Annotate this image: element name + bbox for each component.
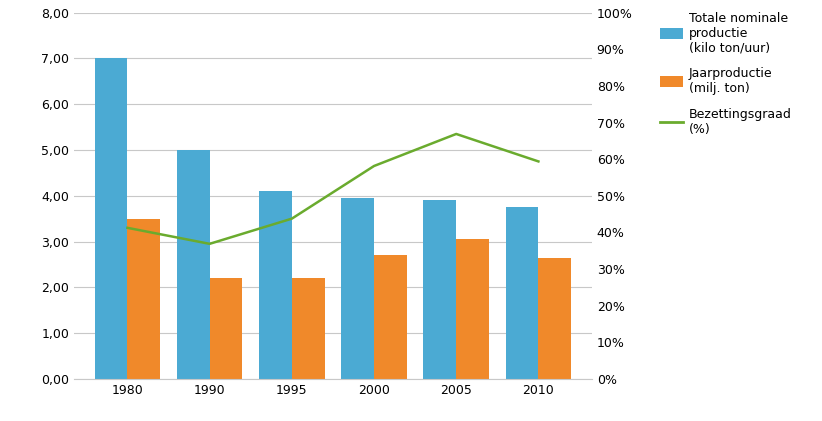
Bar (127, 218, 160, 379)
Bar (292, 278, 325, 379)
Bar (95, 59, 127, 379)
Bar (210, 278, 242, 379)
Bar (456, 239, 489, 379)
Bar (177, 150, 210, 379)
Bar (423, 200, 456, 379)
Bar (506, 207, 538, 379)
Bar (538, 258, 571, 379)
Bar (341, 198, 374, 379)
Legend: Totale nominale
productie
(kilo ton/uur), Jaarproductie
(milj. ton), Bezettingsg: Totale nominale productie (kilo ton/uur)… (660, 11, 792, 136)
Bar (259, 191, 292, 379)
Bar (374, 255, 407, 379)
